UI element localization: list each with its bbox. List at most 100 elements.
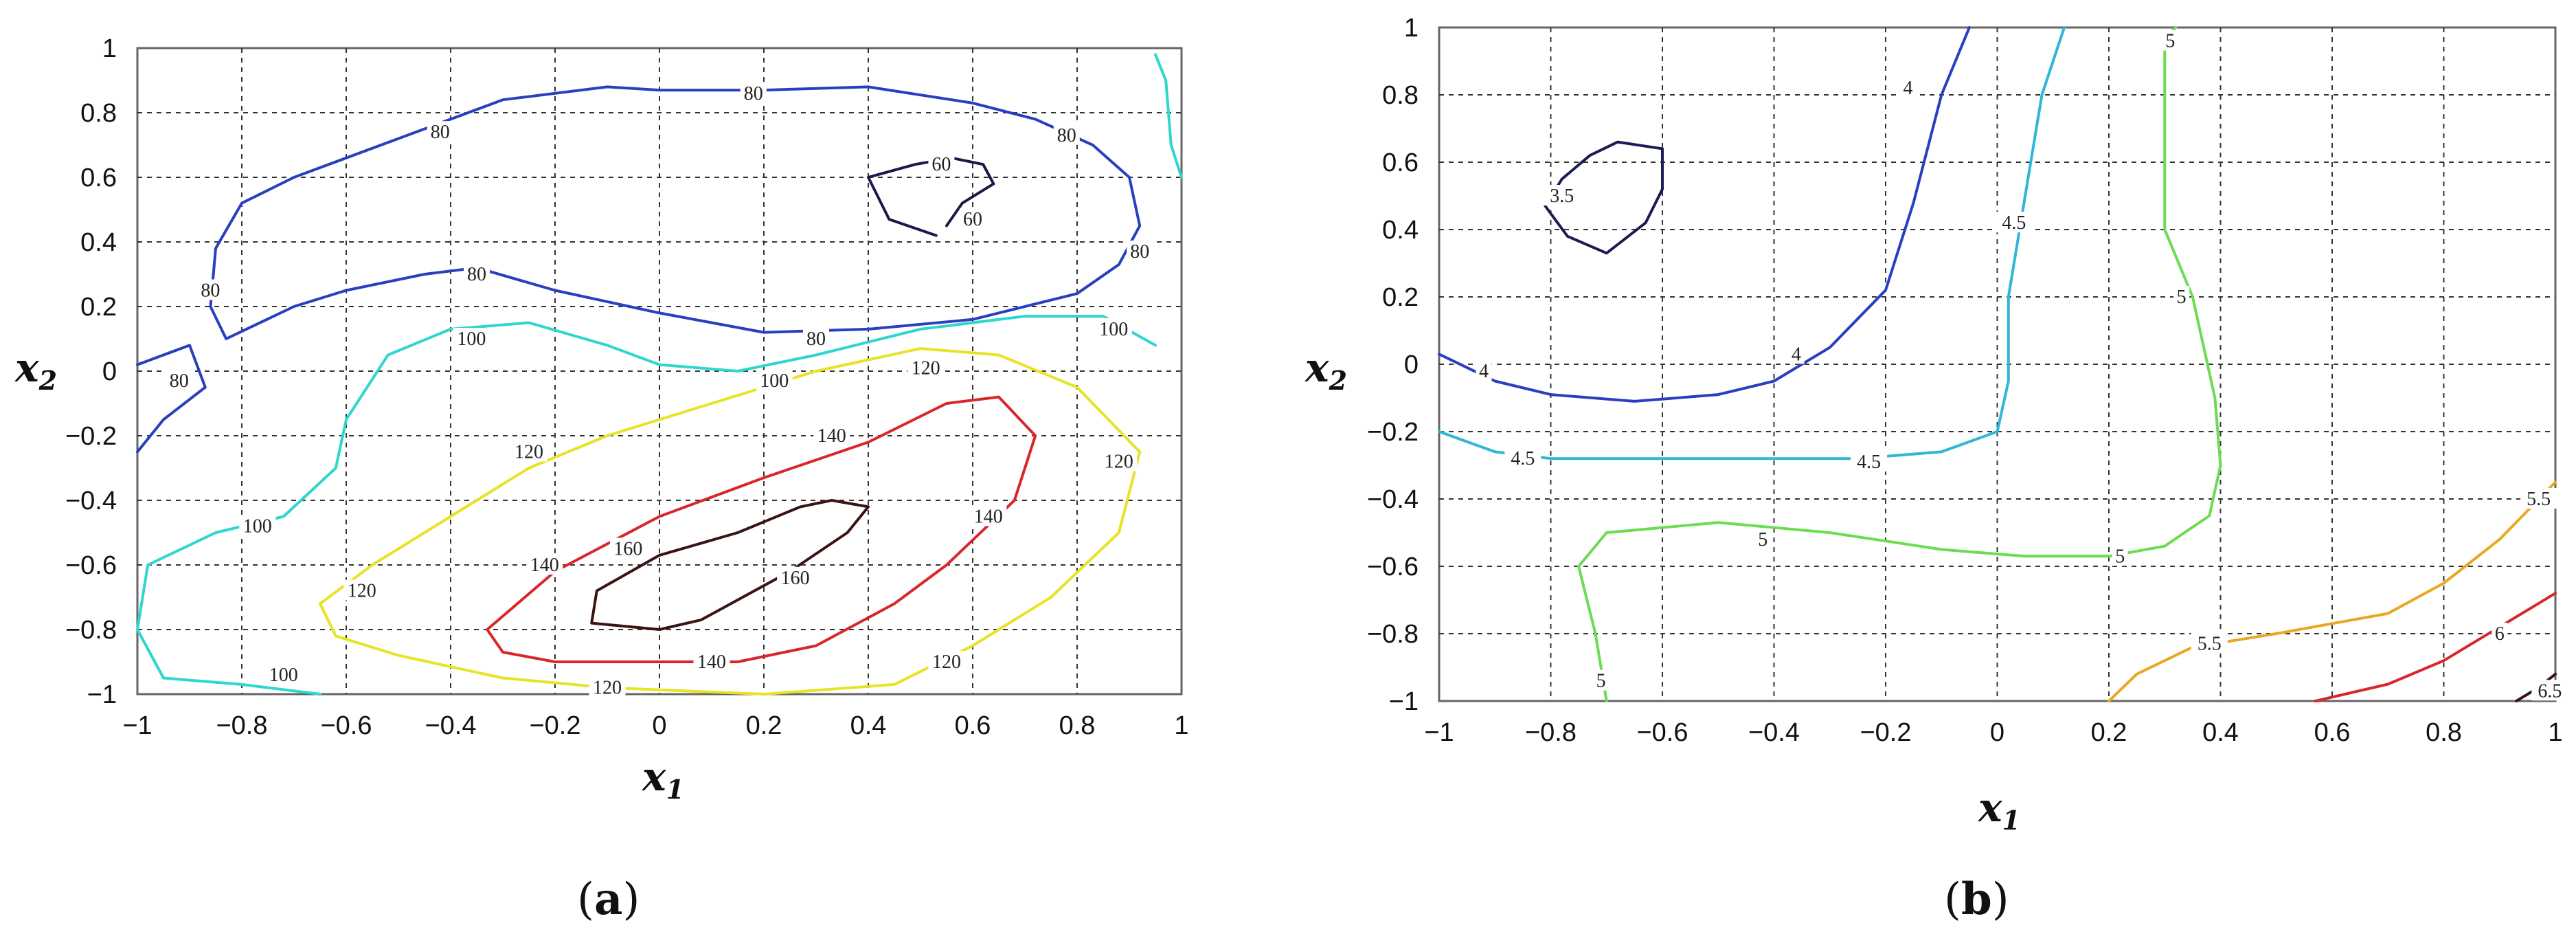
contour-label: 120 [932, 652, 961, 673]
contour-label: 100 [1099, 319, 1128, 340]
contour-label-bg [609, 537, 646, 559]
contour-label: 100 [269, 665, 298, 686]
contour-label: 120 [348, 581, 376, 602]
contour-label: 5 [1758, 529, 1767, 551]
contour-label-bg [970, 505, 1007, 526]
y-tick-label: 0.2 [80, 293, 117, 322]
y-tick-label: 0.4 [1382, 216, 1419, 245]
y-tick-label: 0.2 [1382, 283, 1419, 312]
contour-line-120 [319, 347, 1142, 696]
x-tick-label: 0.8 [1059, 711, 1096, 740]
contour-line-100 [1154, 53, 1183, 179]
contour-label-bg [1593, 669, 1609, 691]
contour-label: 60 [931, 154, 951, 175]
contour-label-bg [2191, 632, 2228, 654]
contour-label: 6 [2495, 623, 2505, 645]
contour-label: 4 [1903, 78, 1913, 99]
contour-label: 100 [760, 370, 789, 392]
contour-label: 120 [515, 442, 543, 463]
contour-label-bg [2492, 623, 2508, 643]
y-tick-label: −0.2 [65, 422, 117, 451]
y-tick-label: 1 [1404, 14, 1419, 43]
contour-label: 4 [1792, 344, 1801, 365]
contour-label-bg [1095, 318, 1132, 339]
contour-label: 80 [170, 370, 189, 392]
y-tick-labels-a: −1 −0.8 −0.6 −0.4 −0.2 0 0.2 0.4 0.6 0.8 1 [65, 34, 117, 709]
contour-label: 5.5 [2527, 489, 2551, 510]
contour-label: 5 [2115, 546, 2125, 567]
y-tick-label: 1 [102, 34, 117, 63]
y-tick-label: −0.8 [65, 616, 117, 645]
contour-label-bg [756, 370, 793, 391]
contour-line-4 [1438, 26, 1971, 403]
x-tick-label: −1 [1424, 718, 1454, 747]
contour-label-bg [928, 651, 965, 671]
x-tick-labels-b: −1 −0.8 −0.6 −0.4 −0.2 0 0.2 0.4 0.6 0.8 1 [1424, 718, 2562, 747]
x-tick-label: −1 [122, 711, 152, 740]
contour-line-80 [209, 85, 1142, 340]
contour-label-bg [1053, 124, 1080, 145]
contour-label-bg [1788, 343, 1805, 364]
contour-labels-a: 60 60 80 80 80 80 80 80 80 80 100 100 100 100 100 120 12… [166, 82, 1153, 699]
contour-line-160 [590, 499, 870, 631]
y-tick-label: 0.8 [1382, 81, 1419, 110]
x-tick-label: 0 [652, 711, 666, 740]
contour-label: 80 [431, 122, 450, 143]
contour-label: 140 [530, 555, 559, 576]
contour-label: 140 [817, 425, 846, 447]
y-tick-label: −1 [1389, 687, 1419, 716]
contour-label-bg [1544, 185, 1581, 205]
contour-line-6 [2314, 592, 2557, 702]
contour-label-bg [1504, 447, 1541, 469]
contour-label: 4 [1479, 361, 1489, 382]
x-tick-label: 1 [1174, 711, 1188, 740]
y-tick-label: 0.6 [1382, 148, 1419, 177]
contour-label-bg [510, 441, 547, 462]
contour-label-bg [2520, 488, 2557, 509]
contour-label-bg [907, 357, 945, 378]
y-tick-label: −0.2 [1367, 418, 1419, 447]
contour-label: 3.5 [1550, 186, 1574, 207]
contour-label-bg [197, 279, 224, 300]
contour-label-bg [2162, 30, 2178, 51]
x-tick-label: −0.6 [320, 711, 372, 740]
grid-a [137, 48, 1182, 694]
y-tick-label: −0.4 [1367, 485, 1419, 514]
contour-label-bg [343, 579, 381, 601]
contour-label: 5 [2177, 287, 2187, 308]
panel-b-contour-plot: 3.5 4 4 4 4.5 4.5 4.5 5 5 5 5 5 5.5 5.5 6 6.5 −1 −0.8 −0.… [1304, 14, 2568, 925]
x-tick-label: 1 [2548, 718, 2562, 747]
contour-label: 80 [806, 329, 826, 350]
x-tick-label: 0 [1990, 718, 2004, 747]
contour-label-bg [1127, 241, 1153, 262]
contour-label-bg [2173, 286, 2190, 307]
contour-label: 120 [593, 678, 622, 699]
contour-label-bg [239, 515, 276, 536]
x-tick-label: 0.2 [2091, 718, 2127, 747]
x-axis-label-a: x1 [641, 753, 684, 805]
contour-label: 80 [201, 280, 220, 302]
x-tick-label: −0.6 [1636, 718, 1688, 747]
contour-label-bg [777, 566, 814, 588]
contour-label: 5 [1596, 671, 1606, 692]
panel-a-contour-plot: 6060808080808080808010010010010010012012… [14, 34, 1189, 925]
contour-label-bg [166, 370, 192, 391]
y-axis-label-a: x2 [14, 344, 57, 396]
y-tick-label: −0.8 [1367, 620, 1419, 649]
x-tick-label: 0.6 [955, 711, 991, 740]
contour-label-bg [453, 328, 490, 348]
contour-label: 80 [467, 264, 486, 285]
x-tick-label: −0.4 [425, 711, 476, 740]
x-axis-label-b: x1 [1977, 784, 2020, 836]
contour-label-bg [2112, 545, 2128, 566]
contour-label: 160 [781, 568, 810, 589]
contour-label: 120 [1105, 452, 1133, 473]
x-tick-label: −0.2 [529, 711, 580, 740]
contour-label: 140 [974, 507, 1003, 528]
contour-label-bg [1476, 359, 1492, 381]
x-tick-label: 0.4 [850, 711, 887, 740]
contour-label: 160 [613, 539, 642, 560]
contour-label: 5.5 [2197, 634, 2222, 655]
contour-label-bg [1851, 451, 1888, 472]
contour-label-bg [427, 121, 453, 142]
